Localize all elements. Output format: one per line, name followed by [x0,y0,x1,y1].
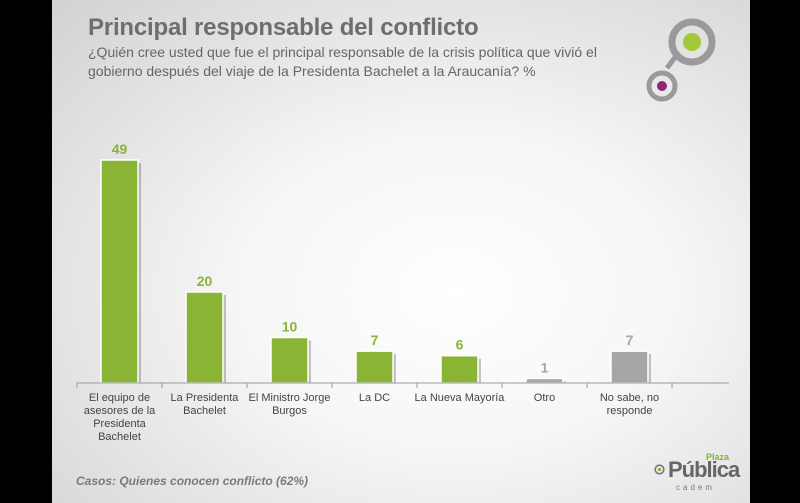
bar [355,350,394,384]
target-icon [654,464,665,475]
data-label: 20 [197,273,213,289]
bar [610,350,649,384]
category-label: Otro [534,392,555,404]
brand-name: Pública [668,457,740,482]
bar-chart: 49 El equipo de asesores de la Presidenta Ba… [76,141,729,443]
category-label: La Presidenta Bachelet [171,392,240,417]
data-label: 10 [282,318,298,334]
bar [440,354,479,384]
data-label: 1 [541,359,549,375]
cases-note: Casos: Quienes conocen conflicto (62%) [76,474,309,488]
brand-cadem: cadem [676,483,716,492]
bar [525,377,564,384]
data-label: 49 [112,141,128,157]
brand-plaza: Plaza [706,452,730,462]
bar [100,159,139,384]
green-dot-icon [683,33,701,51]
slide: Principal responsable del conflicto ¿Qui… [52,0,750,503]
data-label: 6 [456,337,464,353]
data-label: 7 [371,332,379,348]
page-title: Principal responsable del conflicto [88,14,479,41]
bar [185,291,224,384]
purple-dot-icon [657,81,667,91]
category-label: La Nueva Mayoría [415,392,506,404]
bar [270,336,309,384]
category-label: El equipo de asesores de la Presidenta Bach… [84,392,156,443]
category-label: El Ministro Jorge Burgos [249,392,331,417]
brand-logo: Plaza Pública cadem [652,452,740,496]
category-label: La DC [359,392,390,404]
category-label: No sabe, no responde [600,392,659,417]
question-subtitle: ¿Quién cree usted que fue el principal r… [88,44,597,79]
brand-circles-icon [646,18,716,102]
data-label: 7 [626,332,634,348]
